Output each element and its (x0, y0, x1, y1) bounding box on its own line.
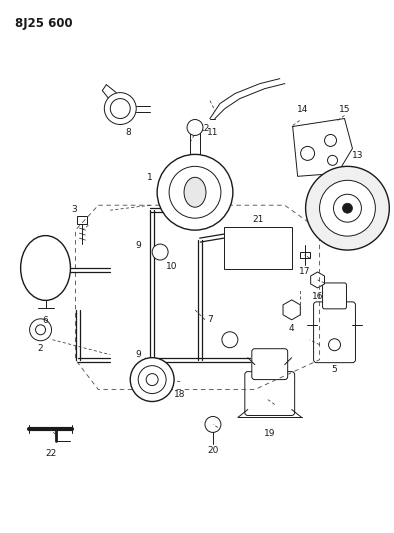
Circle shape (333, 194, 361, 222)
Circle shape (187, 119, 203, 135)
Circle shape (146, 374, 158, 385)
Text: 8J25 600: 8J25 600 (15, 17, 72, 30)
Ellipse shape (184, 177, 206, 207)
Text: 12: 12 (199, 124, 211, 133)
Text: 9: 9 (135, 240, 141, 249)
Text: 13: 13 (352, 151, 363, 160)
Text: 17: 17 (299, 267, 310, 276)
Bar (299, 252, 310, 258)
Circle shape (329, 339, 340, 351)
Circle shape (138, 366, 166, 393)
Circle shape (342, 203, 353, 213)
Circle shape (152, 244, 168, 260)
Text: 1: 1 (147, 173, 153, 182)
Circle shape (104, 93, 136, 125)
Bar (224, 227, 292, 269)
Circle shape (205, 416, 221, 432)
FancyBboxPatch shape (252, 349, 288, 379)
Text: 5: 5 (332, 365, 337, 374)
Text: 6: 6 (43, 316, 48, 325)
Text: 2: 2 (38, 344, 43, 353)
Text: 22: 22 (45, 449, 56, 458)
Text: 4: 4 (289, 324, 294, 333)
Text: 14: 14 (297, 104, 309, 114)
Text: 15: 15 (339, 104, 350, 114)
Ellipse shape (20, 236, 71, 301)
Text: 20: 20 (207, 446, 219, 455)
Bar (78, 216, 87, 224)
Circle shape (30, 319, 52, 341)
Text: 16: 16 (312, 292, 323, 301)
Circle shape (306, 166, 389, 250)
Circle shape (222, 332, 238, 348)
Circle shape (301, 147, 314, 160)
Text: 19: 19 (264, 430, 275, 439)
Text: 9: 9 (135, 350, 141, 359)
Text: 21: 21 (252, 215, 264, 224)
Circle shape (157, 155, 233, 230)
Text: 7: 7 (207, 316, 213, 324)
FancyBboxPatch shape (323, 283, 346, 309)
Circle shape (130, 358, 174, 401)
Text: 10: 10 (166, 262, 178, 271)
Text: 11: 11 (207, 128, 219, 137)
Text: 18: 18 (174, 390, 186, 399)
Circle shape (325, 134, 336, 147)
Circle shape (320, 180, 375, 236)
Text: 8: 8 (125, 128, 131, 138)
FancyBboxPatch shape (314, 302, 355, 362)
Circle shape (169, 166, 221, 218)
FancyBboxPatch shape (245, 372, 295, 415)
Circle shape (327, 156, 338, 165)
Text: 3: 3 (72, 205, 77, 214)
Circle shape (110, 99, 130, 118)
Circle shape (35, 325, 46, 335)
